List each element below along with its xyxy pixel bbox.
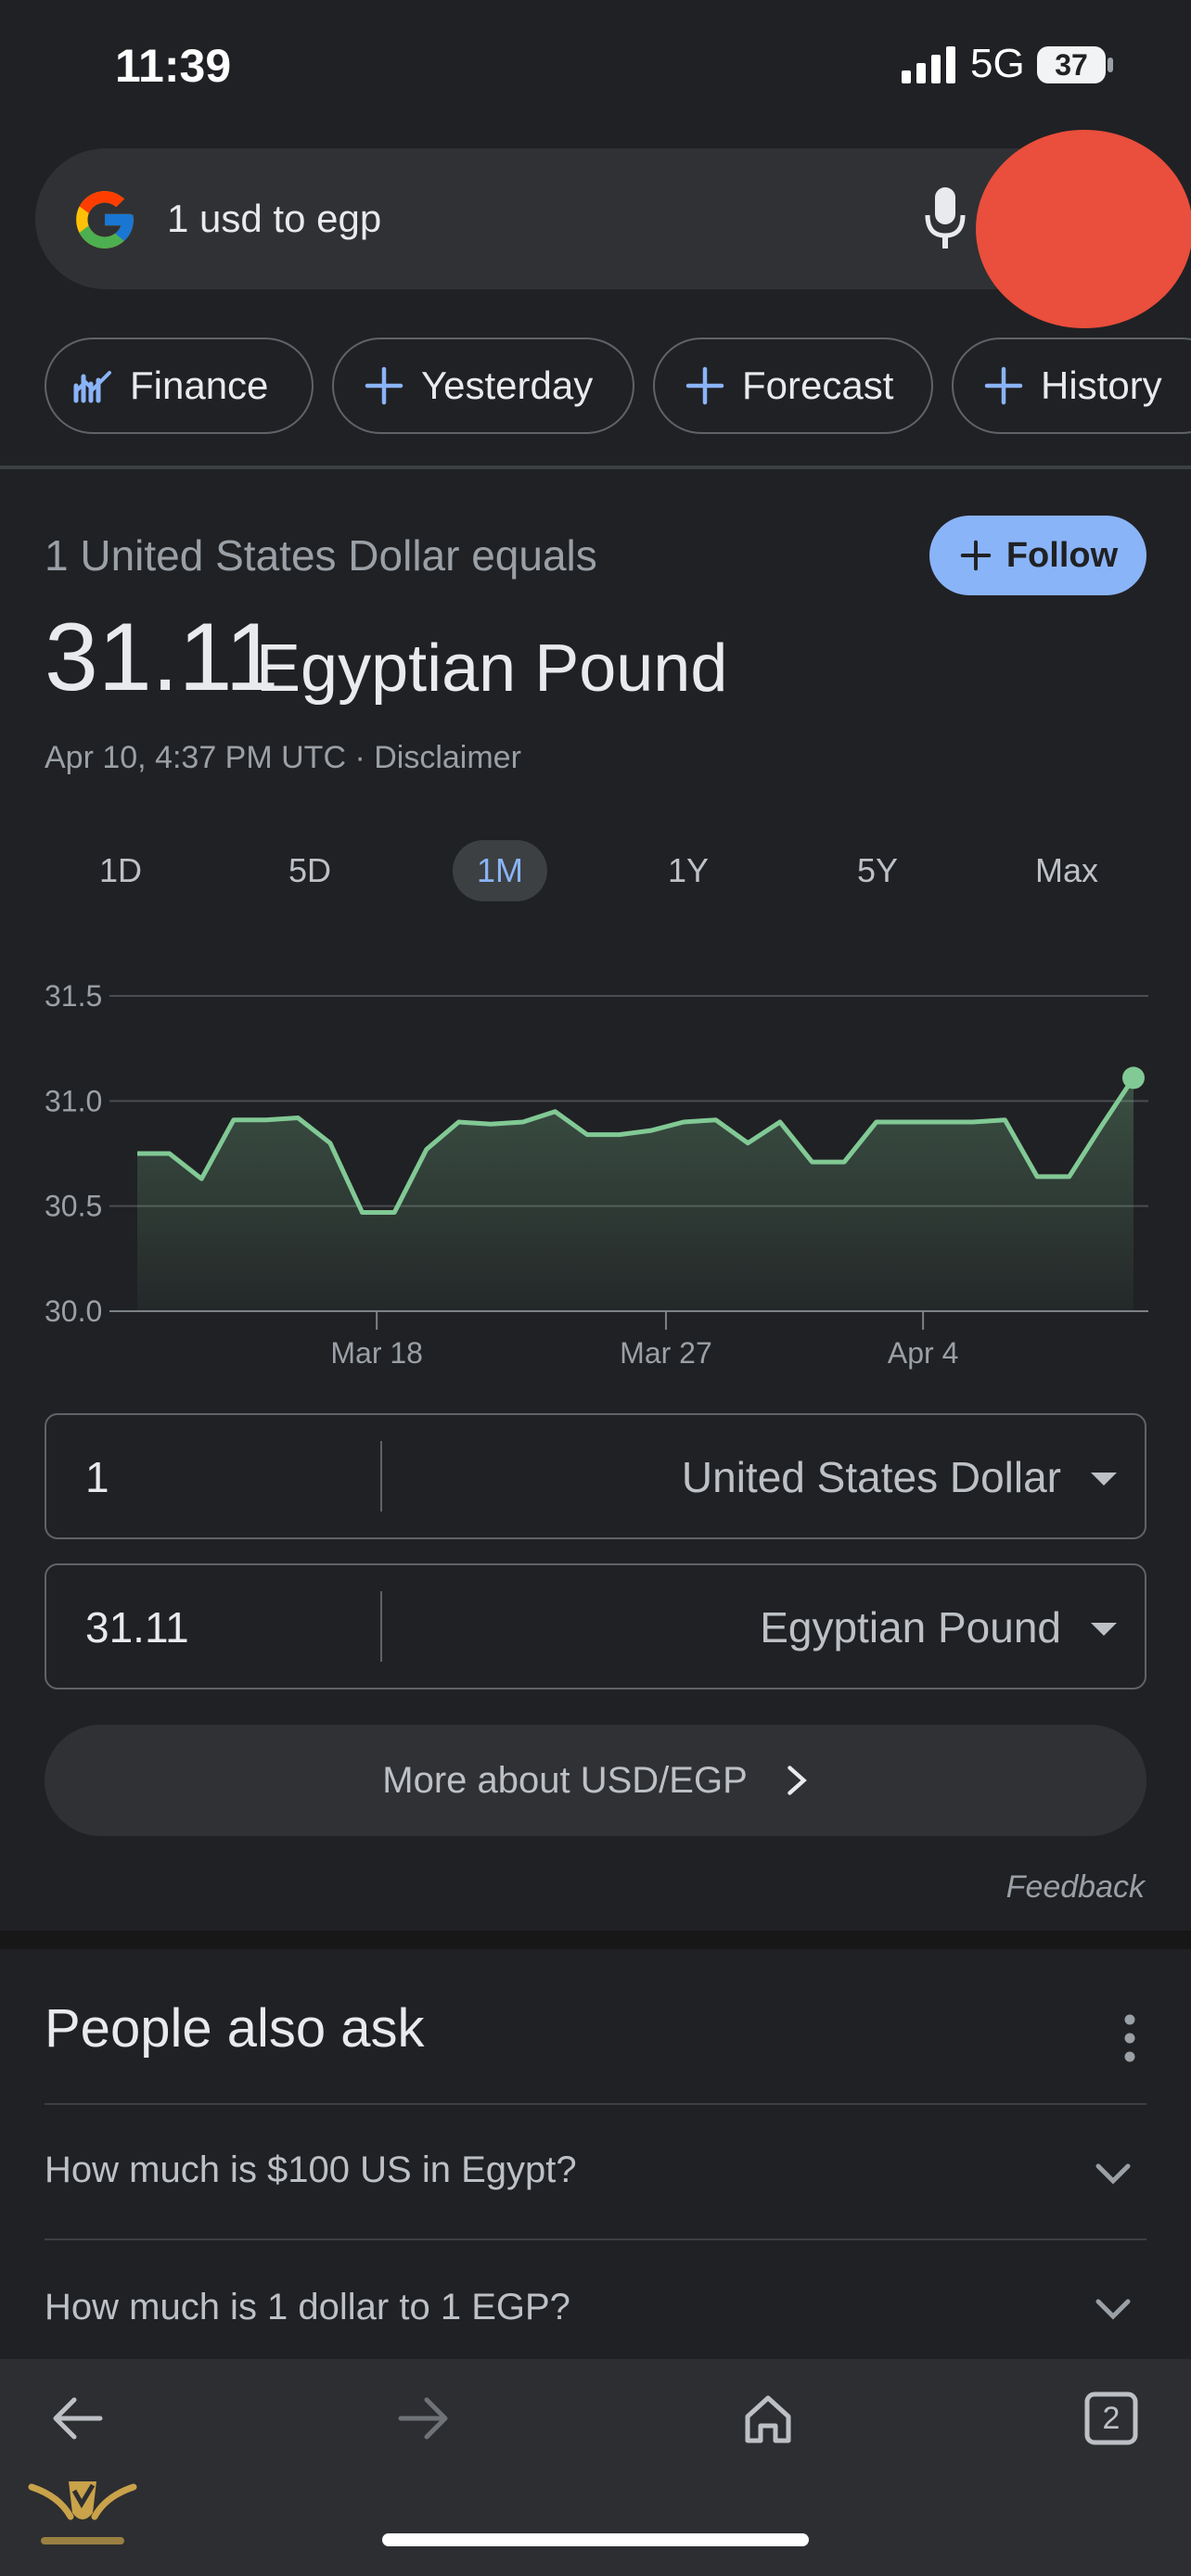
rate-timestamp[interactable]: Apr 10, 4:37 PM UTC · Disclaimer: [45, 740, 521, 775]
chip-label: Forecast: [742, 363, 894, 407]
chips-divider: [0, 465, 1191, 469]
watermark-logo-icon: [28, 2481, 137, 2544]
microphone-icon[interactable]: [922, 185, 968, 254]
chevron-down-icon[interactable]: [1093, 2153, 1133, 2194]
field-divider: [380, 1591, 382, 1662]
plus-icon: [685, 366, 724, 405]
back-arrow-icon[interactable]: [50, 2391, 106, 2446]
feedback-link[interactable]: Feedback: [1005, 1869, 1145, 1905]
more-options-icon[interactable]: [1119, 2010, 1141, 2066]
follow-button[interactable]: Follow: [929, 516, 1146, 595]
network-label: 5G: [970, 41, 1025, 86]
range-1y[interactable]: 1Y: [667, 851, 710, 889]
range-5d[interactable]: 5D: [288, 851, 332, 889]
chip-finance[interactable]: Finance: [45, 338, 314, 434]
more-about-button[interactable]: More about USD/EGP: [45, 1725, 1146, 1836]
to-amount-field[interactable]: 31.11 Egyptian Pound: [45, 1563, 1146, 1690]
y-tick-label: 31.0: [45, 1084, 102, 1117]
chart-area: [137, 1078, 1133, 1311]
status-time: 11:39: [115, 40, 232, 92]
field-divider: [380, 1441, 382, 1511]
x-tick-label: Mar 27: [620, 1336, 712, 1370]
follow-label: Follow: [1005, 535, 1119, 575]
battery-level: 37: [1055, 48, 1088, 82]
range-1m[interactable]: 1M: [453, 840, 547, 901]
tabs-button[interactable]: 2: [1083, 2391, 1139, 2446]
exchange-rate: 31.11: [45, 604, 279, 711]
chip-yesterday[interactable]: Yesterday: [332, 338, 634, 434]
plus-icon: [365, 366, 403, 405]
to-currency-select[interactable]: Egyptian Pound: [760, 1603, 1061, 1651]
x-tick-label: Mar 18: [330, 1336, 423, 1370]
from-currency-select[interactable]: United States Dollar: [681, 1453, 1061, 1501]
to-amount-input[interactable]: 31.11: [85, 1603, 189, 1651]
home-indicator: [382, 2533, 809, 2546]
paa-divider: [45, 2103, 1146, 2105]
search-input[interactable]: 1 usd to egp: [167, 197, 382, 240]
exchange-rate-chart[interactable]: 31.5 31.0 30.5 30.0 Mar 18 Mar 27 Apr 4: [0, 964, 1191, 1372]
dropdown-caret-icon[interactable]: [1091, 1473, 1117, 1486]
chip-label: Yesterday: [421, 363, 594, 407]
range-5y[interactable]: 5Y: [856, 851, 899, 889]
forward-arrow-icon[interactable]: [395, 2391, 451, 2446]
plus-icon: [960, 540, 992, 571]
y-tick-label: 30.0: [45, 1294, 102, 1328]
range-1d[interactable]: 1D: [98, 851, 143, 889]
paa-question[interactable]: How much is $100 US in Egypt?: [45, 2149, 577, 2190]
redaction-blob: [976, 130, 1191, 328]
chevron-right-icon: [787, 1766, 807, 1795]
tab-count: 2: [1102, 2401, 1121, 2436]
range-max[interactable]: Max: [1034, 851, 1098, 889]
chip-label: History: [1041, 363, 1162, 407]
home-icon[interactable]: [740, 2391, 796, 2446]
y-tick-label: 31.5: [45, 979, 102, 1013]
signal-icon: [902, 46, 955, 83]
paa-divider: [45, 2238, 1146, 2240]
dropdown-caret-icon[interactable]: [1091, 1623, 1117, 1636]
more-about-label: More about USD/EGP: [382, 1759, 748, 1801]
battery-icon: 37: [1037, 46, 1115, 83]
tabs-icon: [1084, 2391, 1138, 2445]
target-currency: Egyptian Pound: [256, 631, 728, 706]
section-separator: [0, 1931, 1191, 1949]
from-amount-field[interactable]: 1 United States Dollar: [45, 1413, 1146, 1539]
plus-icon: [984, 366, 1023, 405]
chip-forecast[interactable]: Forecast: [653, 338, 933, 434]
finance-chart-icon: [73, 371, 111, 403]
people-also-ask-title: People also ask: [45, 1998, 425, 2059]
y-tick-label: 30.5: [45, 1190, 102, 1223]
search-bar[interactable]: [35, 148, 1158, 289]
from-amount-input[interactable]: 1: [85, 1453, 109, 1501]
x-tick-label: Apr 4: [888, 1336, 958, 1370]
equals-text: 1 United States Dollar equals: [45, 531, 597, 580]
chip-label: Finance: [130, 363, 269, 407]
chart-current-point: [1122, 1066, 1145, 1090]
paa-question[interactable]: How much is 1 dollar to 1 EGP?: [45, 2287, 570, 2327]
chevron-down-icon[interactable]: [1093, 2289, 1133, 2329]
chart-line: [137, 1077, 1136, 1215]
chip-history[interactable]: History: [952, 338, 1191, 434]
google-logo-icon: [76, 191, 134, 249]
